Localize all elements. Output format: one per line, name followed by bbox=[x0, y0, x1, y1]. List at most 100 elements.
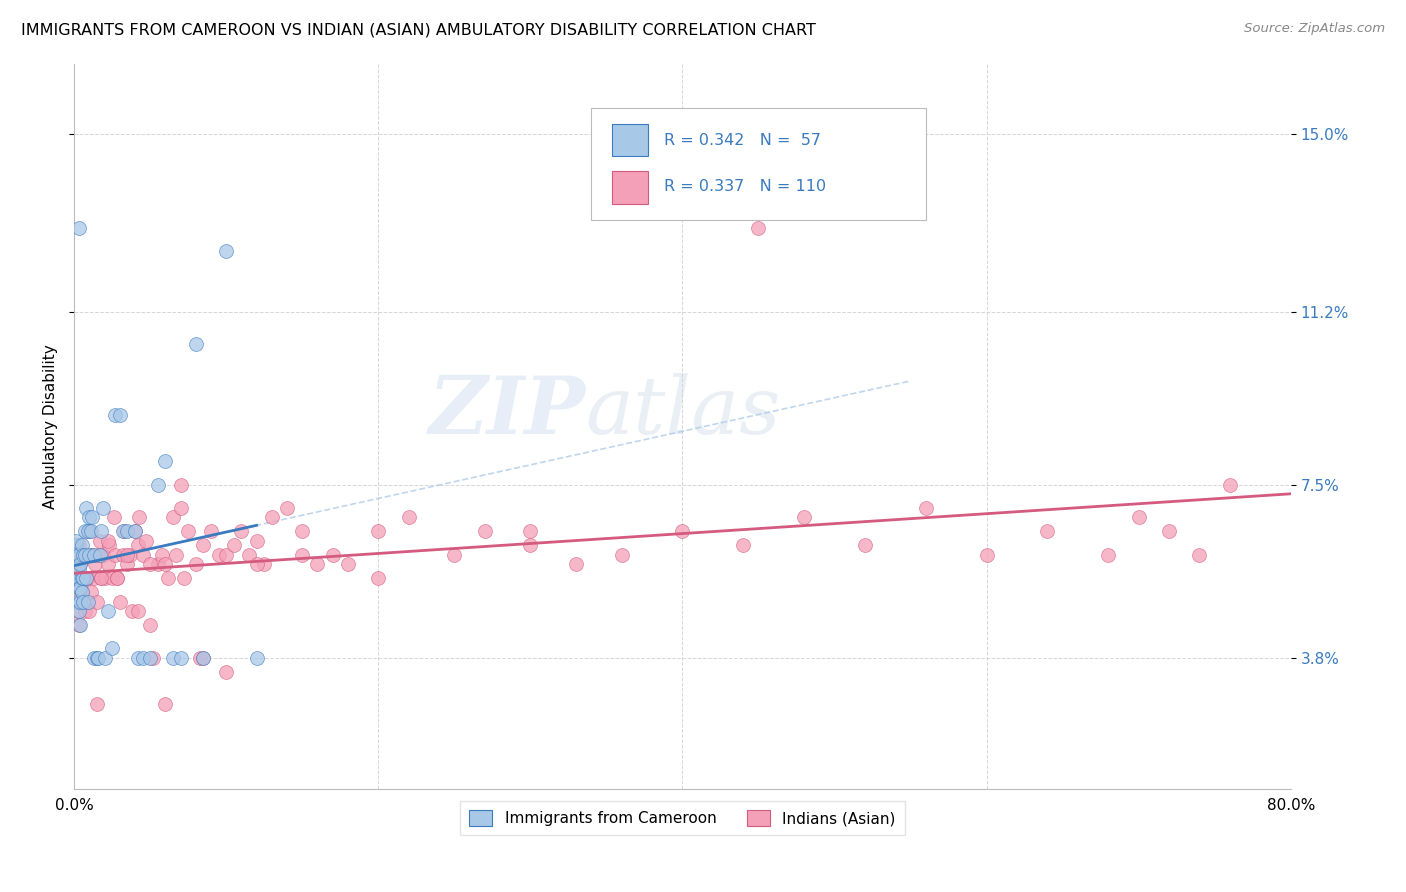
Point bbox=[131, 650, 153, 665]
Point bbox=[98, 539, 121, 553]
Point bbox=[193, 650, 215, 665]
Point bbox=[75, 594, 97, 608]
Point bbox=[793, 510, 815, 524]
Point bbox=[69, 594, 91, 608]
Point bbox=[65, 533, 87, 548]
FancyBboxPatch shape bbox=[612, 124, 648, 156]
Point bbox=[150, 548, 173, 562]
Point bbox=[70, 585, 93, 599]
Point bbox=[90, 571, 112, 585]
Point bbox=[128, 510, 150, 524]
Point bbox=[307, 557, 329, 571]
Point bbox=[79, 604, 101, 618]
Point bbox=[105, 571, 128, 585]
Point bbox=[231, 524, 253, 539]
Point bbox=[253, 557, 276, 571]
Point bbox=[519, 524, 541, 539]
Point bbox=[79, 524, 101, 539]
Point bbox=[276, 501, 298, 516]
Point bbox=[245, 557, 267, 571]
Point bbox=[72, 571, 94, 585]
Point bbox=[72, 548, 94, 562]
Point bbox=[127, 539, 149, 553]
Point bbox=[104, 548, 127, 562]
Point bbox=[90, 571, 112, 585]
Point bbox=[70, 539, 93, 553]
Point bbox=[75, 571, 97, 585]
Point bbox=[127, 650, 149, 665]
Point bbox=[142, 650, 165, 665]
Point bbox=[976, 548, 998, 562]
Point bbox=[610, 548, 633, 562]
Text: ZIP: ZIP bbox=[429, 373, 585, 450]
Point bbox=[853, 539, 876, 553]
Point bbox=[169, 477, 191, 491]
Point bbox=[146, 557, 169, 571]
Point bbox=[671, 524, 693, 539]
Point bbox=[65, 539, 87, 553]
Point bbox=[291, 524, 314, 539]
Point bbox=[117, 524, 139, 539]
Point bbox=[96, 604, 118, 618]
Point bbox=[65, 548, 87, 562]
Point bbox=[86, 594, 108, 608]
Point bbox=[747, 220, 769, 235]
Point bbox=[108, 408, 131, 422]
Point bbox=[238, 548, 260, 562]
Point bbox=[131, 548, 153, 562]
Point bbox=[193, 539, 215, 553]
Point bbox=[177, 524, 200, 539]
Point bbox=[73, 524, 96, 539]
Point bbox=[139, 557, 162, 571]
Point bbox=[443, 548, 465, 562]
Point bbox=[173, 571, 195, 585]
Point bbox=[86, 650, 108, 665]
Text: IMMIGRANTS FROM CAMEROON VS INDIAN (ASIAN) AMBULATORY DISABILITY CORRELATION CHA: IMMIGRANTS FROM CAMEROON VS INDIAN (ASIA… bbox=[21, 22, 815, 37]
Point bbox=[67, 585, 90, 599]
Point bbox=[207, 548, 229, 562]
Point bbox=[93, 650, 115, 665]
Point bbox=[67, 220, 90, 235]
Point bbox=[82, 510, 104, 524]
Point bbox=[121, 604, 143, 618]
Point bbox=[72, 594, 94, 608]
Point bbox=[108, 594, 131, 608]
Point bbox=[124, 524, 146, 539]
Point bbox=[519, 539, 541, 553]
Point bbox=[96, 533, 118, 548]
Point bbox=[69, 557, 91, 571]
Point bbox=[73, 604, 96, 618]
Point bbox=[245, 533, 267, 548]
Point bbox=[336, 557, 359, 571]
Point bbox=[84, 557, 107, 571]
Point bbox=[67, 581, 90, 595]
Point bbox=[82, 548, 104, 562]
Point bbox=[66, 571, 89, 585]
Point bbox=[69, 581, 91, 595]
Point bbox=[79, 510, 101, 524]
Point bbox=[169, 650, 191, 665]
Point bbox=[83, 650, 105, 665]
Point bbox=[82, 548, 104, 562]
Point bbox=[73, 548, 96, 562]
Point bbox=[80, 585, 103, 599]
Point bbox=[200, 524, 222, 539]
Point bbox=[111, 548, 134, 562]
Point bbox=[70, 585, 93, 599]
Point bbox=[69, 557, 91, 571]
Point bbox=[70, 571, 93, 585]
Text: R = 0.337   N = 110: R = 0.337 N = 110 bbox=[664, 179, 827, 194]
Point bbox=[66, 594, 89, 608]
Point bbox=[155, 454, 177, 468]
Point bbox=[914, 501, 936, 516]
Point bbox=[86, 698, 108, 712]
Point bbox=[65, 548, 87, 562]
Point bbox=[104, 408, 127, 422]
Text: Source: ZipAtlas.com: Source: ZipAtlas.com bbox=[1244, 22, 1385, 36]
Point bbox=[87, 548, 110, 562]
Point bbox=[67, 562, 90, 576]
Point bbox=[101, 571, 124, 585]
Point bbox=[291, 548, 314, 562]
Point bbox=[222, 539, 245, 553]
Point bbox=[367, 571, 389, 585]
